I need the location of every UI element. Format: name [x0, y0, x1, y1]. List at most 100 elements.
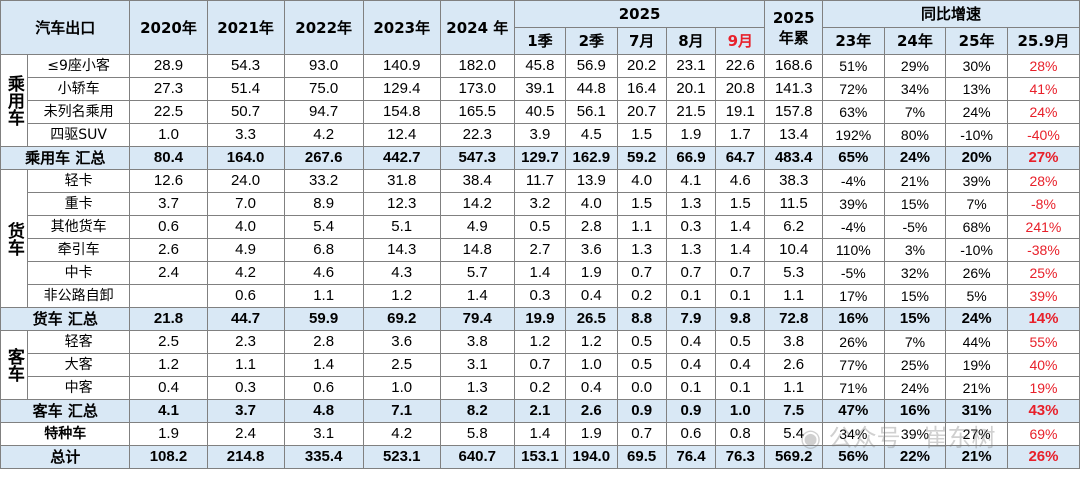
- value-cell: 5.4: [764, 422, 823, 446]
- value-cell: 13.9: [565, 169, 618, 193]
- row-label: 小轿车: [26, 77, 131, 101]
- sub-2025-header: 2季: [565, 27, 618, 55]
- value-cell: 2.7: [513, 238, 567, 262]
- value-cell: 267.6: [283, 146, 364, 170]
- value-cell: 129.7: [513, 146, 567, 170]
- value-cell: 8.9: [283, 192, 364, 216]
- value-cell: 20.1: [665, 77, 717, 101]
- growth-cell: 110%: [821, 238, 885, 262]
- value-cell: 4.2: [283, 123, 364, 147]
- value-cell: 20.2: [616, 54, 667, 78]
- value-cell: 76.4: [665, 445, 717, 469]
- value-cell: 640.7: [439, 445, 515, 469]
- growth-cell: 51%: [821, 54, 885, 78]
- value-cell: 3.6: [362, 330, 441, 354]
- value-cell: 93.0: [283, 54, 364, 78]
- value-cell: 4.6: [283, 261, 364, 285]
- growth-cell: 34%: [883, 77, 947, 101]
- value-cell: 4.0: [616, 169, 667, 193]
- growth-cell: 241%: [1006, 215, 1080, 239]
- value-cell: 3.9: [513, 123, 567, 147]
- value-cell: 22.5: [129, 100, 208, 124]
- value-cell: 0.6: [129, 215, 208, 239]
- growth-cell: 14%: [1006, 307, 1080, 331]
- growth-cell: 24%: [883, 146, 947, 170]
- value-cell: 94.7: [283, 100, 364, 124]
- table-row: 客车 轻客 2.5 2.3 2.8 3.6 3.8 1.2 1.2 0.5 0.4 0.5 3.8 26%…: [0, 330, 1080, 400]
- row-label: 牵引车: [26, 238, 131, 262]
- value-cell: 0.4: [665, 330, 717, 354]
- value-cell: 75.0: [283, 77, 364, 101]
- value-cell: 4.9: [439, 215, 515, 239]
- growth-cell: 77%: [821, 353, 885, 377]
- value-cell: 56.9: [565, 54, 618, 78]
- value-cell: 4.1: [129, 399, 208, 423]
- table-row: 大客 1.2 1.1 1.4 2.5 3.1 0.7 1.0 0.5 0.4 0.4 2.6 77% 25…: [1, 353, 1080, 377]
- value-cell: 6.2: [764, 215, 823, 239]
- value-cell: 1.1: [764, 284, 823, 308]
- value-cell: 1.4: [715, 215, 766, 239]
- value-cell: 72.8: [764, 307, 823, 331]
- table-row: 重卡 3.7 7.0 8.9 12.3 14.2 3.2 4.0 1.5 1.3 1.5 11.5 39…: [1, 192, 1080, 216]
- summary-row: 总计 108.2 214.8 335.4 523.1 640.7 153.1 194.0 69.…: [0, 445, 1080, 469]
- value-cell: 39.1: [513, 77, 567, 101]
- row-label: 客车 汇总: [0, 399, 131, 423]
- value-cell: 1.7: [715, 123, 766, 147]
- value-cell: 33.2: [283, 169, 364, 193]
- value-cell: 21.5: [665, 100, 717, 124]
- row-label: 四驱SUV: [26, 123, 131, 147]
- value-cell: 4.8: [283, 399, 364, 423]
- value-cell: 1.3: [665, 192, 717, 216]
- growth-col-header: 23年: [821, 27, 885, 55]
- value-cell: 50.7: [206, 100, 285, 124]
- table-row: 小轿车 27.3 51.4 75.0 129.4 173.0 39.1 44.8 16.4 20.…: [1, 77, 1080, 101]
- growth-cell: 28%: [1006, 54, 1080, 78]
- value-cell: 523.1: [362, 445, 441, 469]
- value-cell: 194.0: [565, 445, 618, 469]
- value-cell: 0.7: [616, 422, 667, 446]
- growth-cell: 69%: [1006, 422, 1080, 446]
- value-cell: 1.4: [513, 261, 567, 285]
- value-cell: 0.0: [616, 376, 667, 400]
- value-cell: 5.1: [362, 215, 441, 239]
- value-cell: 0.3: [206, 376, 285, 400]
- value-cell: 19.1: [715, 100, 766, 124]
- growth-cell: 26%: [821, 330, 885, 354]
- growth-cell: 31%: [945, 399, 1008, 423]
- value-cell: 0.5: [715, 330, 766, 354]
- summary-row: 货车 汇总 21.8 44.7 59.9 69.2 79.4 19.9 26.5 8.8 7.9 9…: [0, 307, 1080, 331]
- value-cell: 2.5: [129, 330, 208, 354]
- value-cell: 0.4: [665, 353, 717, 377]
- group-2025-header: 2025: [513, 0, 766, 28]
- growth-cell: 21%: [945, 445, 1008, 469]
- value-cell: 0.5: [513, 215, 567, 239]
- value-cell: 4.1: [665, 169, 717, 193]
- sub-2025-header: 1季: [513, 27, 567, 55]
- value-cell: 1.0: [715, 399, 766, 423]
- growth-cell: 55%: [1006, 330, 1080, 354]
- row-label: 其他货车: [26, 215, 131, 239]
- row-label: 未列名乘用: [26, 100, 131, 124]
- category-label: 货车: [0, 169, 28, 308]
- growth-cell: 25%: [883, 353, 947, 377]
- growth-cell: 39%: [821, 192, 885, 216]
- category-label: 乘用车: [0, 54, 28, 147]
- value-cell: 1.2: [129, 353, 208, 377]
- growth-cell: 39%: [1006, 284, 1080, 308]
- value-cell: 182.0: [439, 54, 515, 78]
- year-header: 2021年: [206, 0, 285, 55]
- growth-cell: 3%: [883, 238, 947, 262]
- growth-cell: 7%: [883, 100, 947, 124]
- value-cell: 1.1: [206, 353, 285, 377]
- growth-cell: 26%: [945, 261, 1008, 285]
- growth-cell: -10%: [945, 123, 1008, 147]
- value-cell: 7.0: [206, 192, 285, 216]
- value-cell: 51.4: [206, 77, 285, 101]
- year-header: 2023年: [362, 0, 441, 55]
- table-row: 非公路自卸 0.6 1.1 1.2 1.4 0.3 0.4 0.2 0.1 0.1 1.1 17% 15…: [1, 284, 1080, 308]
- value-cell: 56.1: [565, 100, 618, 124]
- growth-cell: 21%: [945, 376, 1008, 400]
- row-label: 总计: [0, 445, 131, 469]
- value-cell: 0.7: [616, 261, 667, 285]
- value-cell: 1.2: [362, 284, 441, 308]
